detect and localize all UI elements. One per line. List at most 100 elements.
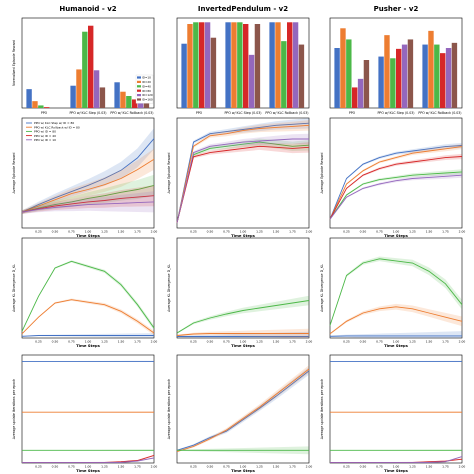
tick-label: 1.25 xyxy=(256,340,263,344)
tick-label: 0.50 xyxy=(360,230,367,234)
tick-label: 1.75 xyxy=(134,465,141,469)
bar xyxy=(120,91,126,108)
tick-label: 1.75 xyxy=(134,340,141,344)
tick-label: 0.50 xyxy=(52,340,59,344)
axis-label: Average KL Divergence D_KL xyxy=(167,264,171,312)
tick-label: 1.25 xyxy=(409,465,416,469)
tick-label: 1.25 xyxy=(101,465,108,469)
bar xyxy=(390,58,396,108)
axis-label: Average Episode Reward xyxy=(320,153,324,194)
tick-label: 1.50 xyxy=(426,230,433,234)
tick-label: 0.25 xyxy=(35,230,42,234)
legend-label: PPO w/ KLC Rollback w/ ID = 80 xyxy=(34,125,80,129)
series-line xyxy=(176,141,310,223)
tick-label: PPO xyxy=(196,111,203,115)
tick-label: 0.50 xyxy=(360,340,367,344)
tick-label: 1.00 xyxy=(393,465,400,469)
tick-label: 0.50 xyxy=(207,465,214,469)
tick-label: 1.75 xyxy=(442,230,449,234)
tick-label: 1.00 xyxy=(393,340,400,344)
axis-label: Time Steps xyxy=(231,468,256,473)
plot-frame xyxy=(176,117,310,229)
series-line xyxy=(21,138,155,213)
bar xyxy=(378,56,384,108)
bar xyxy=(254,24,261,108)
confidence-band xyxy=(22,174,154,214)
axis-label: Time Steps xyxy=(231,343,256,348)
bar xyxy=(70,85,76,108)
axis-label: Normalized Episode Reward xyxy=(12,40,16,86)
confidence-band xyxy=(330,169,462,220)
tick-label: 2.00 xyxy=(306,465,313,469)
axis-label: Time Steps xyxy=(384,343,409,348)
legend-swatch xyxy=(137,98,141,101)
tick-label: 2.00 xyxy=(151,465,158,469)
tick-label: 0.25 xyxy=(35,340,42,344)
bar xyxy=(88,25,94,108)
tick-label: 1.50 xyxy=(273,230,280,234)
bar xyxy=(93,70,100,108)
tick-label: 0.50 xyxy=(52,230,59,234)
bar xyxy=(445,48,452,108)
bar xyxy=(32,101,38,108)
tick-label: 1.00 xyxy=(85,230,92,234)
bar xyxy=(126,96,132,108)
tick-label: 0.75 xyxy=(376,465,383,469)
tick-label: 1.50 xyxy=(426,340,433,344)
tick-label: 0.75 xyxy=(376,340,383,344)
tick-label: 1.25 xyxy=(409,340,416,344)
bar xyxy=(363,60,370,108)
bar xyxy=(281,41,287,109)
axis-label: Average Episode Reward xyxy=(167,153,171,194)
tick-label: 1.25 xyxy=(101,230,108,234)
bar xyxy=(401,44,408,108)
tick-label: PPO xyxy=(41,111,48,115)
tick-label: 0.25 xyxy=(343,230,350,234)
axis-label: Time Steps xyxy=(76,468,101,473)
legend-swatch xyxy=(137,85,141,88)
tick-label: PPO xyxy=(349,111,356,115)
confidence-band xyxy=(177,120,309,224)
tick-label: 1.00 xyxy=(85,340,92,344)
axis-label: Time Steps xyxy=(384,468,409,473)
column-title: Humanoid - v2 xyxy=(59,5,116,13)
series-line xyxy=(176,138,309,223)
tick-label: 1.25 xyxy=(409,230,416,234)
bar xyxy=(428,30,434,108)
bar xyxy=(451,42,458,108)
tick-label: PPO w/ KLC Rollback (0.03) xyxy=(418,111,461,115)
tick-label: PPO w/ KLC Step (0.03) xyxy=(224,111,261,115)
tick-label: 0.50 xyxy=(360,465,367,469)
tick-label: 0.25 xyxy=(343,340,350,344)
series-line xyxy=(329,258,463,326)
tick-label: 1.00 xyxy=(240,340,247,344)
tick-label: 0.50 xyxy=(207,230,214,234)
confidence-band xyxy=(330,256,462,327)
legend-label: PPO w/ KLC Step w/ ID = 80 xyxy=(34,121,74,125)
tick-label: 1.50 xyxy=(273,465,280,469)
legend-swatch xyxy=(137,89,141,92)
series-line xyxy=(21,158,155,213)
plot-frame xyxy=(329,117,463,229)
bar xyxy=(287,22,293,109)
bar xyxy=(38,105,44,108)
column-title: InvertedPendulum - v2 xyxy=(198,5,288,13)
series-line xyxy=(176,300,310,334)
tick-label: 1.25 xyxy=(101,340,108,344)
series-line xyxy=(21,201,155,213)
bar xyxy=(193,22,199,109)
bar xyxy=(82,31,88,108)
tick-label: 1.75 xyxy=(289,465,296,469)
tick-label: 1.25 xyxy=(256,465,263,469)
plot-frame xyxy=(329,237,463,339)
legend-swatch xyxy=(137,80,141,83)
tick-label: PPO w/ KLC Rollback (0.03) xyxy=(265,111,308,115)
bar xyxy=(237,22,243,109)
bar xyxy=(204,22,211,109)
tick-label: 2.00 xyxy=(306,340,313,344)
tick-label: 0.75 xyxy=(223,465,230,469)
series-line xyxy=(329,156,463,220)
bar xyxy=(298,44,305,108)
tick-label: 0.75 xyxy=(68,230,75,234)
axis-label: Average KL Divergence D_KL xyxy=(12,264,16,312)
